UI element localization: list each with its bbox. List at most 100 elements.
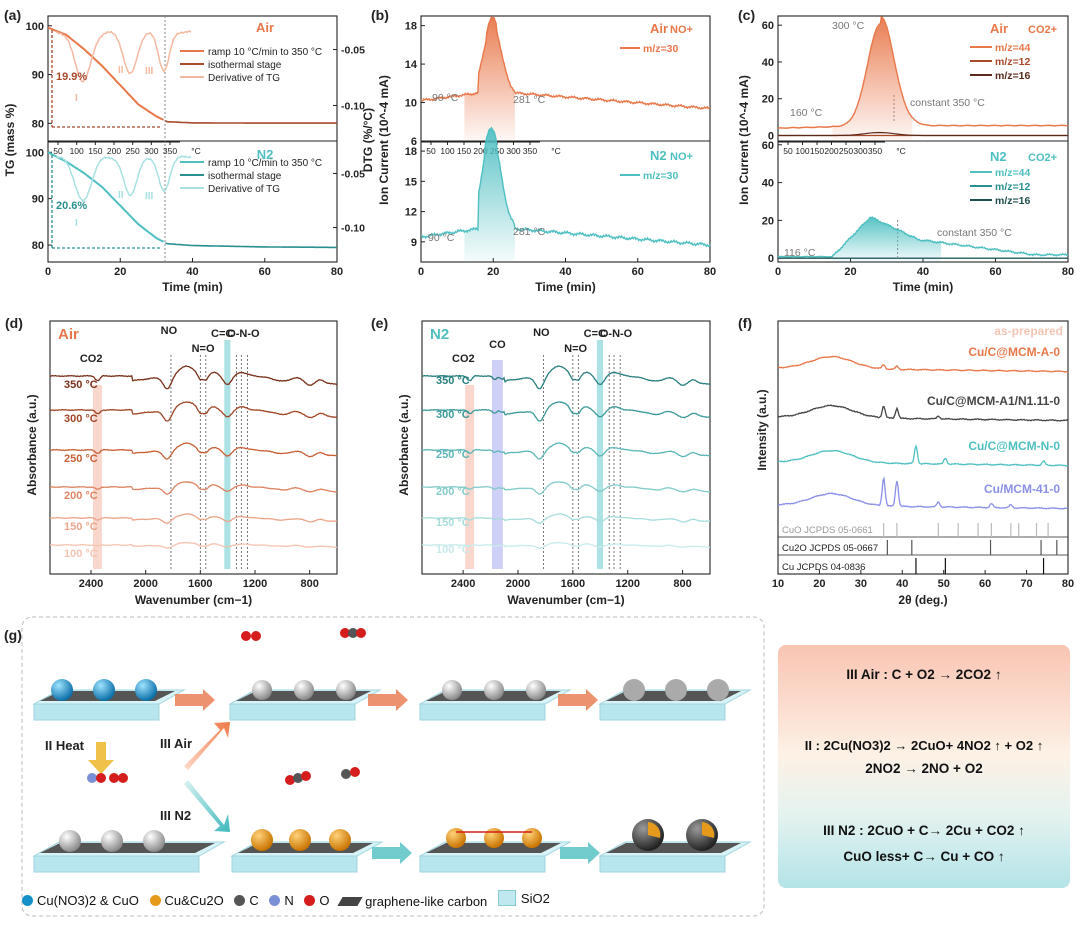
schematic-legend: Cu(NO3)2 & CuO Cu&Cu2O C N O graphene-li… [22,890,557,909]
f-ref-label: CuO JCPDS 05-0661 [782,525,873,536]
o2-molecule [251,631,261,641]
ftir-xtick-label: 2000 [506,578,530,590]
c-ttick-label: 250 [839,146,853,156]
c-annot-peak: 300 °C [832,20,865,32]
a-ttick-label: 200 [107,146,121,156]
f-pattern-line [777,404,1069,422]
ftir-frame [49,320,338,575]
b-annot-end: 281 °C [513,226,546,238]
graphene-layer [40,843,215,853]
oxygen-legend-icon [304,895,316,906]
a-legend-text: isothermal stage [208,60,282,71]
ftir-temp-label: 100 °C [436,544,470,556]
ftir-xtick-label: 2400 [451,578,475,590]
ftir-temp-label: 150 °C [64,521,98,533]
c-legend-text: m/z=16 [995,70,1030,82]
c-species: CO2+ [1028,152,1057,164]
ftir-xtick-label: 1600 [561,578,585,590]
no-o [96,773,106,783]
b-ylabel: Ion Current (10^-4 mA) [377,75,391,205]
ftir-peak-co2: CO2 [80,353,103,365]
b-ttick-label: 200 [473,146,487,156]
cu-legend-icon [149,895,161,906]
panel-label: (f) [738,315,752,331]
c-xtick-label: 80 [1062,266,1074,278]
legend-cuno3: Cu(NO3)2 & CuO [37,893,139,908]
sio2-front [419,703,546,721]
a-ytick-label: 90 [32,70,44,82]
c-ytick-label: 20 [762,94,774,106]
panel-d: 2400 2000 1600 1200 800 Wavenumber (cm−1) Abso… [25,320,338,607]
b-signal-line [420,126,711,248]
c-annot-start: 160 °C [790,107,823,119]
a-stage-label: III [145,191,154,202]
c-xlabel: Time (min) [893,280,953,294]
panel-label: (d) [5,315,23,331]
c-xtick-label: 0 [775,266,781,278]
graphene-layer [606,843,741,853]
panel-f: 10 20 30 40 50 60 70 80 2θ (deg.) Intensity (a.u.… [755,320,1074,607]
c-mz16-line [778,131,1068,137]
legend-carbon: C [249,893,259,908]
b-annot-start: 90 °C [428,232,455,244]
panel-label: (b) [371,7,389,23]
panel-b: 0 20 40 60 80 Time (min) Ion Current (10^-4 mA… [377,15,716,294]
c-ytick-label: 0 [768,253,774,265]
b-ttick-label: 50 [426,146,436,156]
flow-arrow-air [558,689,598,711]
cu-particle [329,829,351,851]
c-species: CO2+ [1028,24,1057,36]
f-xtick-label: 70 [1020,578,1032,590]
co-o [350,767,360,777]
c-title: Air [990,21,1008,36]
c-ttick-label: 300 [853,146,867,156]
cuo-particle [526,680,546,700]
porous-cuo-particle [707,679,729,701]
co-c [341,769,351,779]
heat-label: II Heat [45,738,85,753]
ftir-peak-no: NO [161,325,178,337]
co2-o [356,628,366,638]
f-pattern-line [777,476,1069,510]
ftir-temp-label: 200 °C [436,486,470,498]
panel-e: 2400 2000 1600 1200 800 Wavenumber (cm−1) Abso… [397,320,711,607]
panel-label: (e) [371,315,388,331]
a-stage-label: II [118,65,124,76]
a-dtg-line [55,30,192,83]
a-ytick-label: 80 [32,240,44,252]
a-legend-text: ramp 10 °C/min to 350 °C [208,158,322,169]
c-ttick-label: 100 [795,146,809,156]
a-ytick-label: 100 [26,21,44,33]
b-legend-text: m/z=30 [643,170,678,182]
f-pattern-line [777,443,1069,467]
sio2-legend-icon [497,890,516,906]
o2-molecule [118,773,128,783]
co2-c [293,773,303,783]
nitrogen-legend-icon [269,895,281,906]
a-y2tick-label: -0.05 [341,45,365,57]
sio2-front [599,703,726,721]
equation-n2-co2: III N2 : 2CuO + C→ 2Cu + CO2 ↑ [823,823,1025,838]
b-species: NO+ [670,151,693,163]
f-series-label: Cu/C@MCM-A-0 [968,345,1060,359]
ftir-ylabel: Absorbance (a.u.) [397,394,411,495]
c-xtick-label: 20 [844,266,856,278]
ftir-temp-label: 350 °C [436,375,470,387]
c-legend-text: m/z=12 [995,56,1030,68]
b-annot-end: 281 °C [513,94,546,106]
equation-air: III Air : C + O2 → 2CO2 ↑ [846,667,1002,682]
co2-c [348,628,358,638]
cc-band [596,340,604,569]
a-title: Air [256,20,274,35]
carbon-legend-icon [234,895,246,906]
c-ttick-label: 350 [868,146,882,156]
ftir-title: Air [58,326,79,343]
cu-particle [484,828,504,848]
cuo-particle [252,680,272,700]
f-ref-label: Cu JCPDS 04-0836 [782,562,865,573]
a-ttick-label: 100 [70,146,84,156]
panel-label: (c) [738,7,755,23]
b-ytick-label: 6 [411,136,417,148]
c-ttick-label: 150 [810,146,824,156]
ftir-xtick-label: 800 [673,578,691,590]
